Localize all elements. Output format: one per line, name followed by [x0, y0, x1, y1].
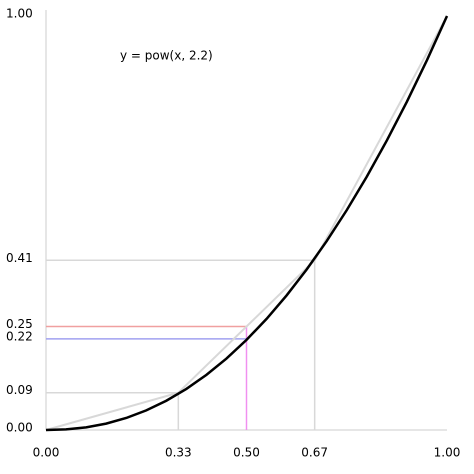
y-tick-label: 0.00 — [6, 421, 33, 435]
x-tick-label: 0.50 — [233, 446, 260, 460]
line — [45, 15, 449, 432]
line — [45, 15, 448, 431]
y-tick-label: 0.41 — [6, 251, 33, 265]
x-tick-label: 0.67 — [301, 446, 328, 460]
y-tick-label: 0.09 — [6, 383, 33, 397]
y-tick-label: 0.25 — [6, 317, 33, 331]
x-tick-label: 1.00 — [434, 446, 461, 460]
y-tick-label: 0.22 — [6, 329, 33, 343]
x-tick-label: 0.33 — [165, 446, 192, 460]
x-tick-label: 0.00 — [33, 446, 60, 460]
annotation: y = pow(x, 2.2) — [120, 49, 213, 63]
y-tick-label: 1.00 — [6, 7, 33, 21]
